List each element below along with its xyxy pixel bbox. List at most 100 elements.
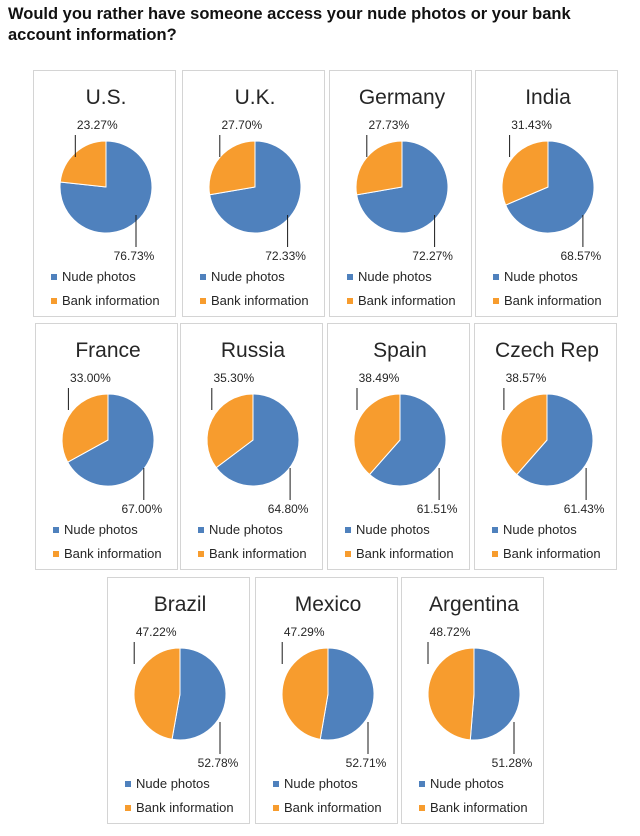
pie-slice-bank-information — [59, 140, 107, 188]
page-title: Would you rather have someone access you… — [8, 5, 571, 44]
pie-chart-u-k: U.K. 27.70% 72.33% Nude photos Bank informat… — [200, 86, 309, 308]
data-label-bank: 23.27% — [77, 118, 118, 132]
data-label-bank: 27.70% — [221, 118, 262, 132]
legend-label-nude: Nude photos — [284, 776, 358, 791]
data-label-nude: 52.78% — [198, 756, 239, 770]
data-label-bank: 38.57% — [506, 371, 547, 385]
legend-label-bank: Bank information — [62, 293, 160, 308]
legend-marker-bank — [345, 551, 351, 557]
legend-marker-nude — [198, 527, 204, 533]
chart-title: Spain — [373, 339, 427, 362]
pie-chart-u-s: U.S. 23.27% 76.73% Nude photos Bank informat… — [51, 86, 160, 308]
legend-marker-nude — [125, 781, 131, 787]
legend-label-nude: Nude photos — [503, 522, 577, 537]
data-label-bank: 38.49% — [359, 371, 400, 385]
pie-slice-bank-information — [353, 393, 401, 476]
pie-chart-india: India 31.43% 68.57% Nude photos Bank informa… — [493, 86, 602, 308]
legend-marker-bank — [419, 805, 425, 811]
legend-marker-nude — [347, 274, 353, 280]
legend-label-bank: Bank information — [356, 546, 454, 561]
data-label-nude: 68.57% — [561, 249, 602, 263]
legend-marker-bank — [125, 805, 131, 811]
chart-title: Czech Rep — [495, 339, 599, 362]
data-label-bank: 27.73% — [368, 118, 409, 132]
data-label-nude: 67.00% — [121, 502, 162, 516]
chart-panel-brazil: Brazil 47.22% 52.78% Nude photos Bank inform… — [107, 577, 250, 824]
chart-panel-argentina: Argentina 48.72% 51.28% Nude photos Bank inf… — [401, 577, 544, 824]
pie-slice-nude-photos — [368, 393, 447, 487]
pie-chart-mexico: Mexico 47.29% 52.71% Nude photos Bank inform… — [273, 593, 387, 815]
data-label-nude: 72.33% — [265, 249, 306, 263]
chart-title: U.K. — [235, 86, 276, 109]
pie-slice-nude-photos — [67, 393, 155, 487]
legend-label-bank: Bank information — [136, 800, 234, 815]
chart-title: India — [525, 86, 571, 109]
pie-slice-bank-information — [500, 393, 548, 476]
legend-marker-nude — [51, 274, 57, 280]
pie-slice-bank-information — [501, 140, 549, 206]
pie-slice-bank-information — [281, 647, 329, 740]
legend-marker-bank — [493, 298, 499, 304]
legend-marker-bank — [51, 298, 57, 304]
data-label-bank: 48.72% — [430, 625, 471, 639]
chart-panel-u-s: U.S. 23.27% 76.73% Nude photos Bank informat… — [33, 70, 176, 317]
data-label-nude: 64.80% — [268, 502, 309, 516]
data-label-nude: 52.71% — [346, 756, 387, 770]
chart-title: Germany — [359, 86, 446, 109]
legend-marker-bank — [273, 805, 279, 811]
pie-slice-nude-photos — [469, 647, 521, 741]
legend-label-bank: Bank information — [504, 293, 602, 308]
pie-slice-bank-information — [427, 647, 475, 741]
legend-marker-bank — [492, 551, 498, 557]
data-label-bank: 35.30% — [213, 371, 254, 385]
data-label-nude: 51.28% — [492, 756, 533, 770]
chart-title: Russia — [221, 339, 286, 362]
pie-slice-bank-information — [133, 647, 181, 740]
chart-panel-czech-rep: Czech Rep 38.57% 61.43% Nude photos Bank inf… — [474, 323, 617, 570]
chart-panel-france: France 33.00% 67.00% Nude photos Bank inform… — [35, 323, 178, 570]
pie-chart-brazil: Brazil 47.22% 52.78% Nude photos Bank inform… — [125, 593, 239, 815]
pie-chart-spain: Spain 38.49% 61.51% Nude photos Bank informa… — [345, 339, 458, 561]
data-label-bank: 47.22% — [136, 625, 177, 639]
pie-slice-bank-information — [208, 140, 256, 196]
data-label-bank: 31.43% — [511, 118, 552, 132]
pie-chart-czech-rep: Czech Rep 38.57% 61.43% Nude photos Bank inf… — [492, 339, 605, 561]
chart-title: Brazil — [154, 593, 207, 616]
pie-slice-nude-photos — [319, 647, 375, 741]
legend-label-nude: Nude photos — [62, 269, 136, 284]
chart-panel-mexico: Mexico 47.29% 52.71% Nude photos Bank inform… — [255, 577, 398, 824]
legend-label-bank: Bank information — [64, 546, 162, 561]
pie-slice-nude-photos — [505, 140, 595, 234]
data-label-bank: 47.29% — [284, 625, 325, 639]
pie-slice-bank-information — [355, 140, 403, 196]
legend-marker-bank — [200, 298, 206, 304]
chart-panel-spain: Spain 38.49% 61.51% Nude photos Bank informa… — [327, 323, 470, 570]
pie-slice-nude-photos — [171, 647, 227, 741]
pie-chart-germany: Germany 27.73% 72.27% Nude photos Bank infor… — [347, 86, 456, 308]
pie-chart-argentina: Argentina 48.72% 51.28% Nude photos Bank inf… — [419, 593, 533, 815]
legend-label-nude: Nude photos — [358, 269, 432, 284]
legend-label-bank: Bank information — [209, 546, 307, 561]
pie-chart-france: France 33.00% 67.00% Nude photos Bank inform… — [53, 339, 162, 561]
chart-title: U.S. — [86, 86, 127, 109]
data-label-nude: 76.73% — [114, 249, 155, 263]
pie-chart-russia: Russia 35.30% 64.80% Nude photos Bank inform… — [198, 339, 309, 561]
data-label-nude: 61.51% — [417, 502, 458, 516]
legend-marker-bank — [347, 298, 353, 304]
legend-label-nude: Nude photos — [136, 776, 210, 791]
legend-marker-nude — [200, 274, 206, 280]
legend-label-bank: Bank information — [284, 800, 382, 815]
chart-panel-germany: Germany 27.73% 72.27% Nude photos Bank infor… — [329, 70, 472, 317]
chart-title: Argentina — [429, 593, 519, 616]
chart-title: Mexico — [295, 593, 362, 616]
legend-label-bank: Bank information — [211, 293, 309, 308]
legend-marker-bank — [198, 551, 204, 557]
legend-marker-nude — [273, 781, 279, 787]
legend-label-bank: Bank information — [503, 546, 601, 561]
legend-marker-nude — [419, 781, 425, 787]
legend-marker-nude — [493, 274, 499, 280]
data-label-nude: 72.27% — [412, 249, 453, 263]
data-label-bank: 33.00% — [70, 371, 111, 385]
chart-title: France — [75, 339, 140, 362]
legend-label-nude: Nude photos — [430, 776, 504, 791]
